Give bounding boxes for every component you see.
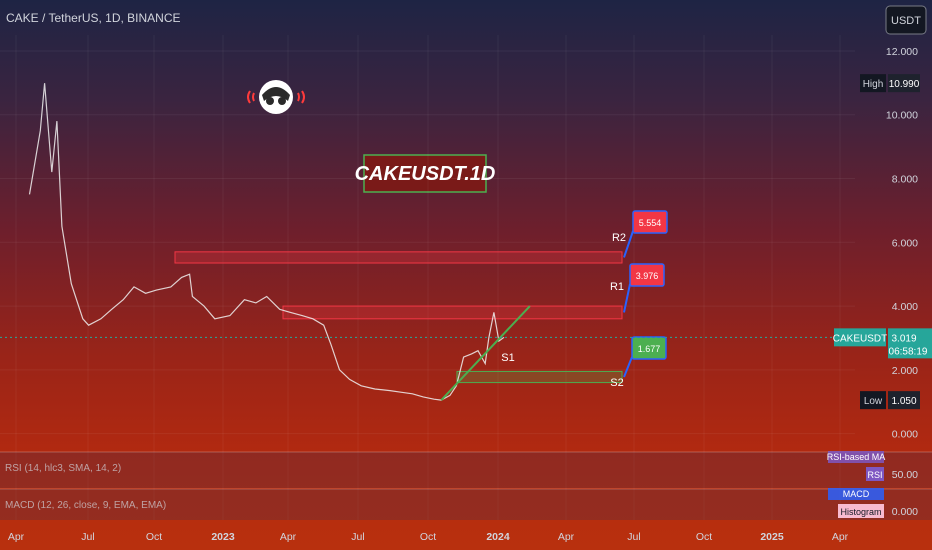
indicator-badge: Histogram [840,507,881,517]
last-symbol: CAKEUSDT [833,333,887,344]
y-tick-label: 12.000 [886,46,918,58]
y-tick-label: 6.000 [892,237,918,249]
last-symbol-bg [834,328,886,347]
support-label-s1: S1 [501,352,514,364]
zone-value: 3.976 [636,271,659,281]
price-series [28,83,505,401]
callout-line [623,356,633,378]
x-tick-label: 2024 [486,531,510,543]
zone-label-s2: S2 [610,377,623,389]
indicator-badge-top-bg [828,488,884,500]
y-tick-label: 10.000 [886,110,918,122]
x-tick-label: Apr [8,531,25,543]
chart-title-box: CAKEUSDT.1D [355,154,496,193]
low-value: 1.050 [891,396,916,407]
indicator-badge-bg [838,504,884,518]
high-value-bg [888,74,920,93]
high-label: High [863,79,884,90]
currency-button[interactable]: USDT [885,5,927,35]
x-tick-label: 2025 [760,531,784,543]
x-tick-label: Oct [696,531,712,543]
y-tick-label: 8.000 [892,174,918,186]
zone-r2 [174,251,623,264]
price-markers: High 10.990 Low 1.050 CAKEUSDT 3.019 06:58:19 [833,74,932,410]
x-tick-label: Oct [146,531,162,543]
indicator-panes: RSI (14, hlc3, SMA, 14, 2) RSI-based MA RS… [0,451,932,520]
zone-label-r2: R2 [612,232,626,244]
indicator-rsi-params: RSI (14, hlc3, SMA, 14, 2) [5,463,121,474]
grid-lines [0,35,855,520]
zones-layer: R2 5.554 R1 3.976 S2 1.677 [174,210,668,389]
indicator-macd-params: MACD (12, 26, close, 9, EMA, EMA) [5,500,166,511]
high-value: 10.990 [889,79,920,90]
y-tick-label: 4.000 [892,301,918,313]
support-trendline [440,305,531,401]
indicator-badge-top: RSI-based MA [827,452,886,462]
x-tick-label: Apr [558,531,575,543]
last-price-bg [888,328,932,359]
pane-rsi-bg [0,452,932,488]
y-tick-label: 2.000 [892,365,918,377]
high-label-bg [860,74,886,93]
trendline-layer: S1 [0,305,855,401]
y-tick-label: 0.000 [892,429,918,441]
zone-label-r1: R1 [610,281,624,293]
indicator-badge-top: MACD [843,489,870,499]
broadcaster-logo-icon [247,80,305,114]
x-tick-label: Apr [280,531,297,543]
zone-value-box [629,263,665,287]
chart-title: CAKEUSDT.1D [355,163,496,185]
last-countdown: 06:58:19 [889,346,928,357]
indicator-value: 50.00 [892,469,918,481]
x-tick-label: Oct [420,531,436,543]
indicator-badge: RSI [867,470,882,480]
x-tick-label: Jul [81,531,94,543]
x-tick-label: 2023 [211,531,235,543]
pane-macd-bg [0,489,932,520]
currency-label: USDT [891,15,921,27]
zone-r1 [282,305,623,320]
indicator-badge-bg [866,467,884,481]
indicator-badge-top-bg [828,451,884,463]
last-price: 3.019 [891,333,916,344]
indicator-value: 0.000 [892,506,918,518]
low-label: Low [864,396,883,407]
zone-value: 1.677 [638,344,661,354]
zone-s2 [456,370,623,384]
x-axis: Apr Jul Oct 2023 Apr Jul Oct 2024 Apr Jul Oct 2025 A… [8,531,849,543]
zone-value-box [631,336,667,360]
x-tick-label: Jul [351,531,364,543]
zone-value: 5.554 [639,218,662,228]
price-line [28,83,505,401]
callout-line [623,283,631,313]
x-tick-label: Apr [832,531,849,543]
zone-value-box [632,210,668,234]
symbol-label: CAKE / TetherUS, 1D, BINANCE [6,11,181,25]
callout-line [623,230,634,258]
y-axis: 12.000 10.000 8.000 6.000 4.000 2.000 0.000 [886,46,918,441]
x-tick-label: Jul [627,531,640,543]
low-value-bg [888,391,920,410]
low-label-bg [860,391,886,410]
